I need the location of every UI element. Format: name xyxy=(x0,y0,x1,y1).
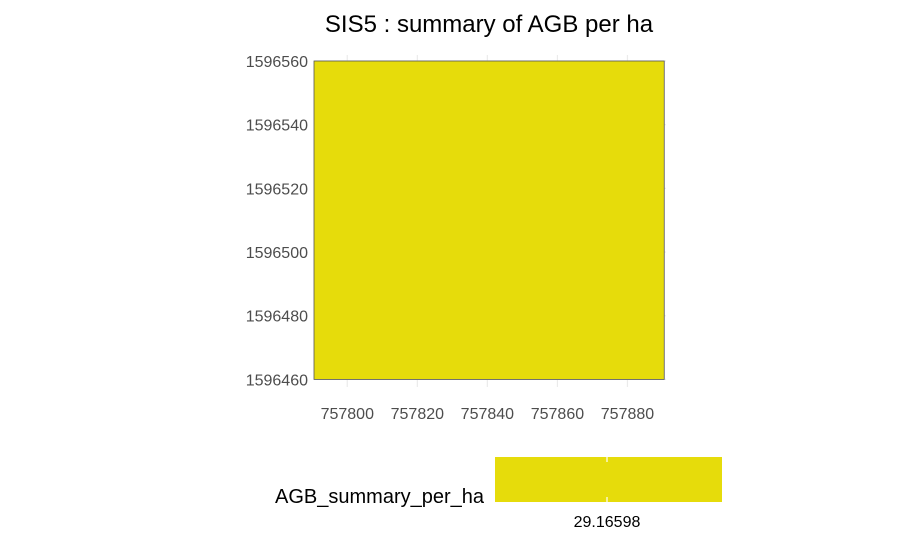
y-tick-label: 1596540 xyxy=(246,118,308,135)
y-tick-label: 1596560 xyxy=(246,54,308,71)
x-tick-label: 757820 xyxy=(391,406,444,423)
legend-colorbar xyxy=(495,457,722,502)
legend-title: AGB_summary_per_ha xyxy=(275,486,485,508)
x-tick-label: 757880 xyxy=(601,406,654,423)
x-tick-label: 757840 xyxy=(461,406,514,423)
y-tick-label: 1596520 xyxy=(246,181,308,198)
legend: AGB_summary_per_ha 29.16598 xyxy=(275,457,722,531)
y-axis: 1596460 1596480 1596500 1596520 1596540 15965… xyxy=(246,54,308,389)
chart-title: SIS5 : summary of AGB per ha xyxy=(325,11,654,38)
x-tick-label: 757800 xyxy=(321,406,374,423)
x-axis: 757800 757820 757840 757860 757880 xyxy=(321,406,655,423)
raster-cell xyxy=(313,60,665,380)
y-tick-label: 1596480 xyxy=(246,309,308,326)
y-tick-label: 1596460 xyxy=(246,372,308,389)
x-tick-label: 757860 xyxy=(531,406,584,423)
legend-tick-label: 29.16598 xyxy=(574,514,641,531)
raster-cells xyxy=(313,60,665,380)
y-tick-label: 1596500 xyxy=(246,245,308,262)
